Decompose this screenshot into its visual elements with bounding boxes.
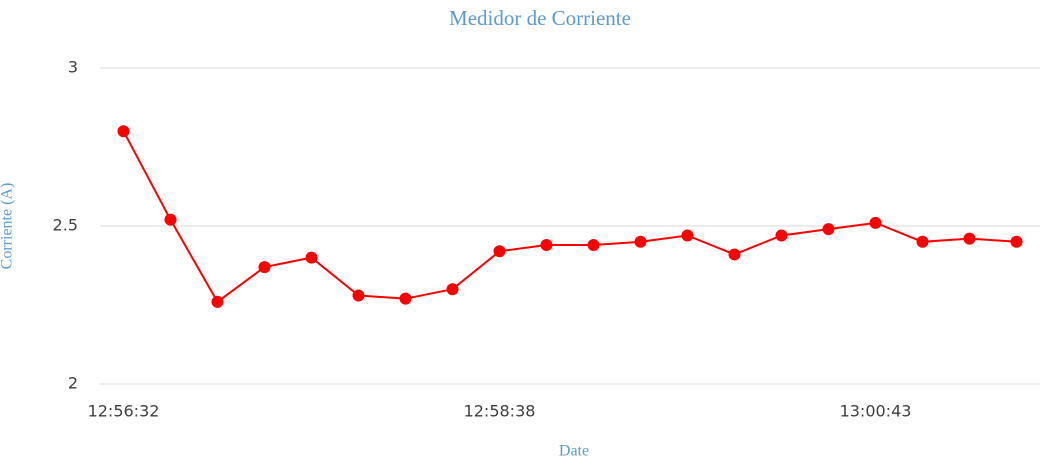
data-point (587, 238, 600, 251)
data-point (493, 245, 506, 258)
data-point (822, 223, 835, 236)
x-axis-title: Date (559, 443, 589, 460)
x-tick-label: 12:58:38 (464, 402, 536, 421)
data-point (916, 235, 929, 248)
data-point (963, 232, 976, 245)
y-tick-label: 2 (68, 374, 78, 393)
x-tick-label: 12:56:32 (88, 402, 160, 421)
data-point (258, 261, 271, 274)
data-point (540, 238, 553, 251)
series-line (122, 130, 1017, 304)
y-tick-label: 2.5 (53, 216, 78, 235)
data-point (399, 292, 412, 305)
data-point (117, 125, 130, 138)
data-point (728, 248, 741, 261)
data-point (211, 295, 224, 308)
data-point (1010, 235, 1023, 248)
data-point (869, 216, 882, 229)
y-tick-label: 3 (68, 58, 78, 77)
data-point (446, 283, 459, 296)
data-point (775, 229, 788, 242)
x-tick-label: 13:00:43 (840, 402, 912, 421)
data-point (634, 235, 647, 248)
y-axis-title: Corriente (A) (0, 183, 16, 270)
data-point (164, 213, 177, 226)
data-point (305, 251, 318, 264)
data-point (681, 229, 694, 242)
chart-title: Medidor de Corriente (449, 6, 631, 30)
data-point (352, 289, 365, 302)
